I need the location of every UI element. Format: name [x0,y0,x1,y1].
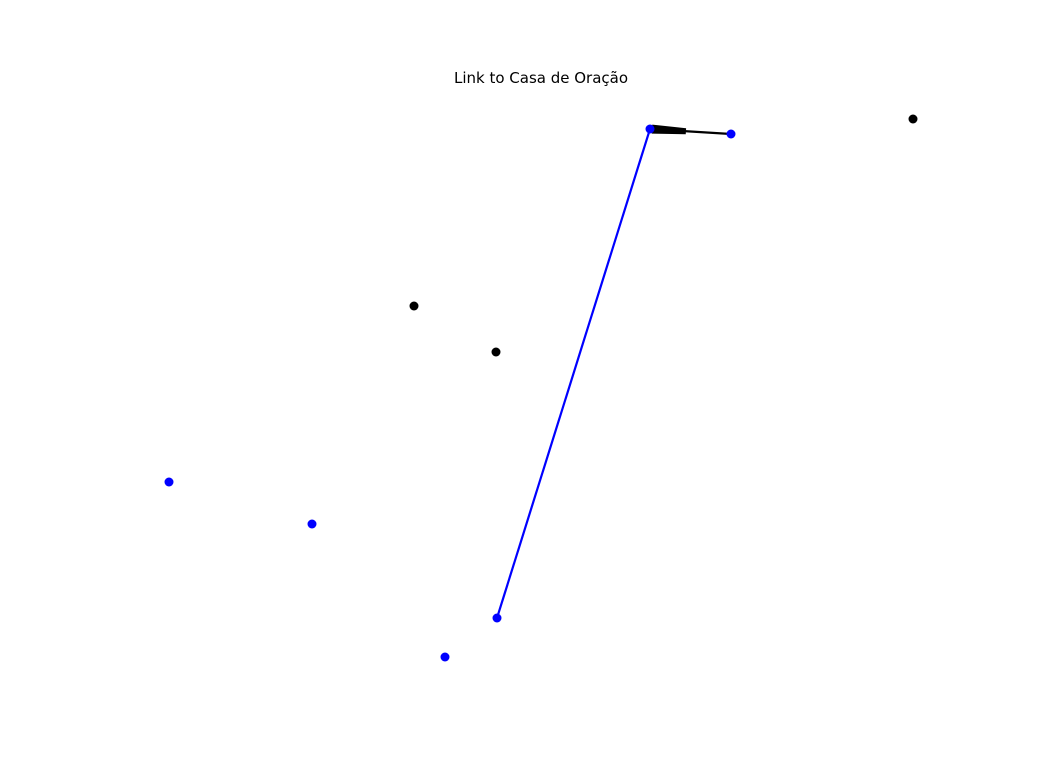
node-n-top-right-blue [726,129,736,139]
node-n-bottom-blue-2 [440,652,450,662]
node-n-left-blue-2 [307,519,317,529]
node-n-left-blue-1 [164,477,174,487]
edge-arrowhead-hub [651,124,687,135]
node-n-mid-black-2 [491,347,501,357]
edges-layer [495,124,732,619]
node-hub [645,124,655,134]
figure-title: Link to Casa de Oração [453,69,629,87]
nodes-layer [164,114,918,662]
node-n-far-right-black [908,114,918,124]
node-n-bottom-blue-1 [492,613,502,623]
edge-hub-to-n-bottom-blue-1 [495,128,652,619]
node-n-mid-black-1 [409,301,419,311]
